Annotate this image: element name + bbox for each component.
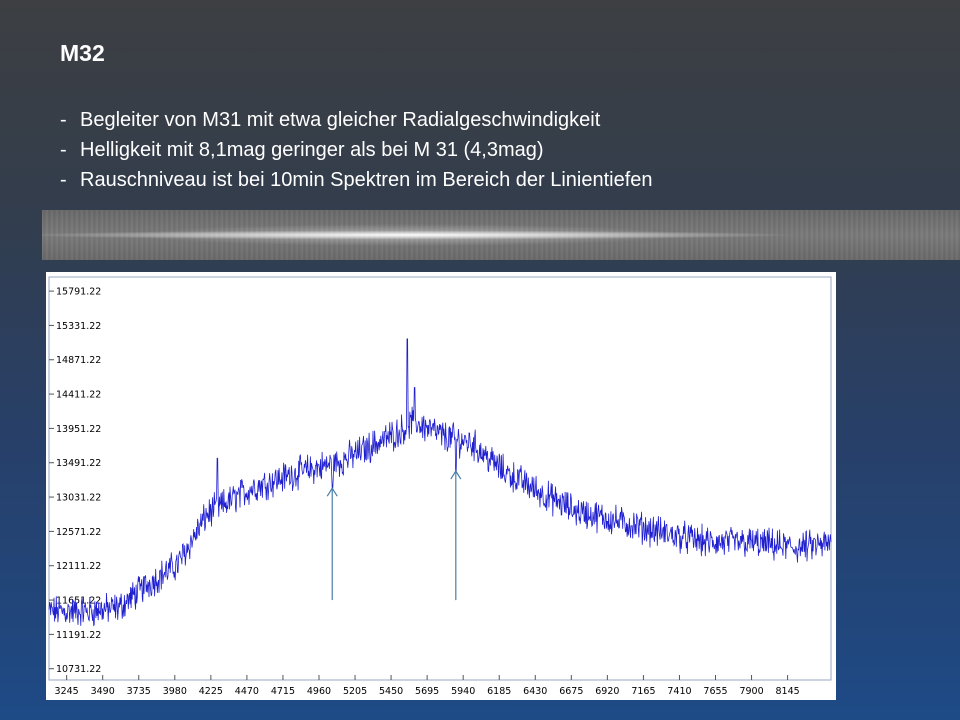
x-tick-label: 5940 — [451, 686, 475, 697]
x-tick-label: 6430 — [523, 686, 547, 697]
x-tick-label: 3735 — [127, 686, 151, 697]
x-tick-label: 6185 — [487, 686, 511, 697]
x-tick-label: 8145 — [776, 686, 800, 697]
bullet-list: Begleiter von M31 mit etwa gleicher Radi… — [60, 105, 653, 195]
spectrum-line — [48, 338, 832, 627]
y-tick-label: 15791.22 — [56, 287, 101, 298]
x-tick-label: 7655 — [703, 686, 727, 697]
absorption-arrow-head — [450, 469, 462, 480]
y-tick-label: 13491.22 — [56, 458, 101, 469]
y-tick-label: 12111.22 — [56, 561, 101, 572]
spectrum-strip-image — [42, 210, 960, 260]
x-tick-label: 4225 — [199, 686, 223, 697]
y-tick-label: 14871.22 — [56, 355, 101, 366]
y-tick-label: 13951.22 — [56, 424, 101, 435]
x-tick-label: 7165 — [631, 686, 655, 697]
y-tick-label: 15331.22 — [56, 321, 101, 332]
x-tick-label: 5450 — [379, 686, 403, 697]
slide-title: M32 — [60, 40, 105, 66]
x-tick-label: 7410 — [667, 686, 691, 697]
x-tick-label: 5695 — [415, 686, 439, 697]
absorption-arrow-head — [326, 487, 338, 497]
x-tick-label: 6675 — [559, 686, 583, 697]
x-tick-label: 4470 — [235, 686, 259, 697]
bullet-item: Rauschniveau ist bei 10min Spektren im B… — [60, 165, 653, 195]
spectrum-chart: 15791.22 15331.22 14871.22 14411.22 13951.22… — [46, 272, 836, 700]
y-tick-label: 11191.22 — [56, 630, 101, 641]
x-tick-label: 5205 — [343, 686, 367, 697]
x-tick-label: 4715 — [271, 686, 295, 697]
x-tick-label: 3980 — [163, 686, 187, 697]
y-tick-label: 12571.22 — [56, 527, 101, 538]
bullet-item: Begleiter von M31 mit etwa gleicher Radi… — [60, 105, 653, 135]
y-tick-label: 13031.22 — [56, 493, 101, 504]
bullet-item: Helligkeit mit 8,1mag geringer als bei M… — [60, 135, 653, 165]
chart-svg: 15791.22 15331.22 14871.22 14411.22 13951.22… — [48, 276, 832, 697]
x-tick-label: 3490 — [91, 686, 115, 697]
x-tick-label: 7900 — [739, 686, 763, 697]
y-tick-label: 14411.22 — [56, 390, 101, 401]
plot-area — [48, 276, 832, 681]
x-tick-label: 6920 — [595, 686, 619, 697]
x-tick-label: 3245 — [55, 686, 79, 697]
y-tick-label: 10731.22 — [56, 664, 101, 675]
x-tick-label: 4960 — [307, 686, 331, 697]
y-tick-label: 11651.22 — [56, 596, 101, 607]
